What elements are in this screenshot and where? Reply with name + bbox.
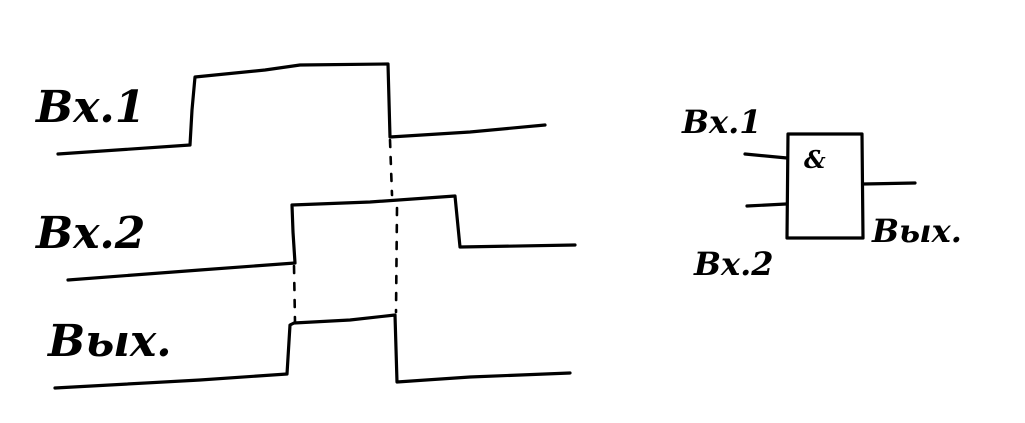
input2-signal-label: Вх.2 [34,208,145,259]
and-gate: & Вх.1 Вх.2 Вых. [681,103,962,283]
gate-output-wire [861,181,917,186]
input2-row: Вх.2 [34,194,577,282]
gate-input1-wire [743,152,789,160]
input1-row: Вх.1 [34,62,547,156]
input2-waveform [66,194,577,282]
alignment-guides [292,138,399,324]
input1-waveform [56,62,547,156]
guide-line-falling-edge-upper [388,138,394,197]
output-signal-label: Вых. [46,316,172,367]
gate-symbol-text: & [804,145,826,174]
gate-input2-wire [745,202,788,208]
input1-signal-label: Вх.1 [34,82,145,133]
output-row: Вых. [46,313,572,390]
output-waveform [53,313,572,390]
gate-input1-label: Вх.1 [681,103,762,141]
gate-input2-label: Вх.2 [693,245,774,283]
guide-line-falling-edge-lower [394,206,399,314]
gate-output-label: Вых. [871,212,962,250]
guide-line-rising-edge [292,264,297,324]
